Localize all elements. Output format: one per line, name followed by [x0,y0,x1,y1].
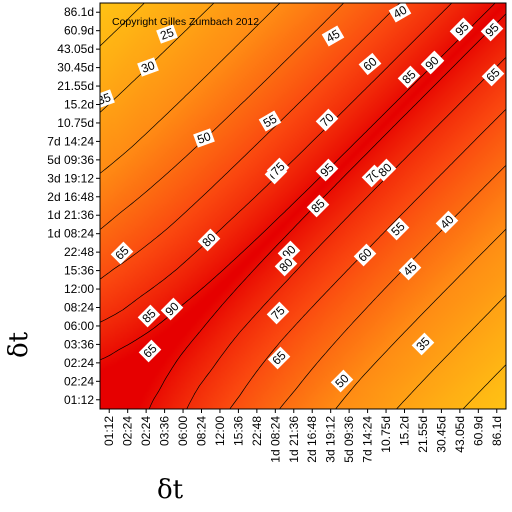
x-tick-label: 22:48 [250,416,264,446]
svg-text:30: 30 [139,58,157,76]
x-tick-label: 5d 09:36 [342,416,356,463]
x-tick-label: 43.05d [453,416,467,453]
contour-label: 40 [435,210,459,234]
contour-label: 95 [315,158,339,182]
copyright-text: Copyright Gilles Zumbach 2012 [112,16,259,28]
contour-label: 90 [277,240,301,264]
contour-label: 30 [137,57,159,77]
contour-label: 85 [397,65,421,89]
contour-label: 45 [321,25,345,47]
contour-label: 40 [388,2,412,23]
y-tick-label: 7d 14:24 [47,134,94,148]
contour-label: 75 [266,301,290,325]
contour-label: 75 [266,157,290,181]
x-tick-label: 02:24 [139,416,153,446]
svg-text:25: 25 [158,25,176,43]
y-tick-label: 15.2d [64,98,94,112]
x-tick-label: 2d 16:48 [305,416,319,463]
y-tick-label: 1d 21:36 [47,208,94,222]
x-tick-label: 15.2d [398,416,412,446]
contour-label: 65 [110,241,134,265]
contour-label: 65 [481,63,505,87]
contour-label: 25 [156,24,178,44]
y-tick-label: 21.55d [57,79,94,93]
x-tick-label: 03:36 [158,416,172,446]
contour-label: 95 [450,17,474,41]
y-tick-label: 43.05d [57,42,94,56]
x-tick-label: 01:12 [102,416,116,446]
contour-line-75 [100,3,506,409]
y-tick-label: 60.9d [64,24,94,38]
y-tick-label: 12:00 [64,282,94,296]
svg-text:45: 45 [324,26,343,45]
contour-label: 35 [100,89,115,109]
contour-label: 70 [315,108,339,132]
y-tick-label: 2d 16:48 [47,190,94,204]
contour-label: 65 [267,346,291,370]
contour-lines [100,3,506,409]
x-tick-label: 15:36 [231,416,245,446]
contour-label: 50 [193,128,215,148]
x-tick-label: 10.75d [379,416,393,453]
y-tick-label: 30.45d [57,61,94,75]
y-tick-label: 22:48 [64,245,94,259]
contour-label: 60 [358,52,382,76]
contour-line-85 [100,3,506,409]
svg-text:50: 50 [195,129,213,147]
y-tick-label: 10.75d [57,116,94,130]
y-axis-title: δt [4,331,34,358]
x-tick-label: 1d 08:24 [268,416,282,463]
svg-text:55: 55 [261,111,280,130]
x-tick-label: 86.1d [490,416,504,446]
contour-label: 45 [398,257,422,281]
y-tick-label: 03:36 [64,337,94,351]
y-tick-label: 02:24 [64,356,94,370]
contour-label: 90 [160,297,184,321]
y-tick-label: 02:24 [64,374,94,388]
contour-label: 55 [386,217,410,241]
y-tick-label: 86.1d [64,5,94,19]
x-tick-label: 02:24 [121,416,135,446]
x-tick-label: 12:00 [213,416,227,446]
contour-label: 80 [197,228,221,252]
y-tick-label: 08:24 [64,301,94,315]
x-axis-title: δt [157,475,184,505]
x-tick-label: 08:24 [195,416,209,446]
contour-label: 90 [420,51,444,75]
contour-labels: 2530354045505560657075808590956585909565… [100,2,505,393]
y-tick-label: 06:00 [64,319,94,333]
x-tick-label: 1d 21:36 [287,416,301,463]
x-tick-label: 7d 14:24 [361,416,375,463]
contour-label: 80 [274,253,298,277]
plot-frame [99,2,507,410]
heatmap-surface [100,3,506,409]
contour-label: 80 [373,158,397,182]
x-tick-label: 06:00 [176,416,190,446]
y-tick-label: 15:36 [64,264,94,278]
y-tick-label: 1d 08:24 [47,227,94,241]
y-tick-label: 5d 09:36 [47,153,94,167]
y-tick-label: 01:12 [64,393,94,407]
svg-text:40: 40 [391,2,410,21]
y-axis-ticks: 01:12 02:24 02:24 03:36 06:00 08:24 12:00 15:36… [47,5,100,407]
contour-label: 85 [137,304,161,328]
plot-area: 2530354045505560657075808590956585909565… [99,2,507,410]
x-tick-label: 21.55d [416,416,430,453]
contour-label: 85 [306,194,330,218]
x-tick-label: 30.45d [434,416,448,453]
y-tick-label: 3d 19:12 [47,171,94,185]
contour-label: 60 [353,243,377,267]
contour-label: 65 [138,339,162,363]
contour-line-80 [100,3,506,409]
contour-label: 55 [258,110,282,132]
contour-label: 50 [330,369,354,393]
contour-label: 95 [480,18,504,42]
x-tick-label: 3d 19:12 [324,416,338,463]
x-tick-label: 60.9d [471,416,485,446]
contour-line-65 [100,3,506,409]
x-axis-ticks: 01:12 02:24 02:24 03:36 06:00 08:24 12:00 15:36… [102,409,504,463]
contour-label: 35 [411,332,435,356]
